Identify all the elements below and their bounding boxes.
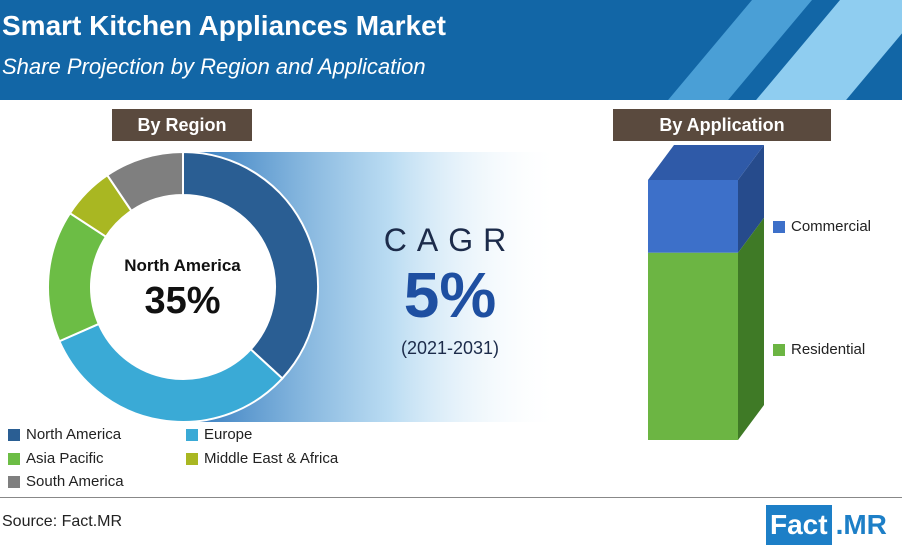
footer-divider [0, 497, 902, 498]
legend-swatch [186, 428, 198, 441]
chart-title: Smart Kitchen Appliances Market [2, 10, 446, 41]
legend-swatch [8, 452, 20, 465]
bar-top [648, 145, 764, 180]
tab-by-application: By Application [613, 109, 831, 141]
stacked-bar-chart [648, 145, 764, 440]
legend-label: Middle East & Africa [204, 450, 339, 467]
legend-item-north-america: North America [8, 426, 121, 443]
chart-canvas [47, 145, 764, 440]
bar-segment-commercial [648, 180, 738, 253]
legend-item-residential: Residential [773, 341, 865, 358]
cagr-label: CAGR [383, 222, 517, 258]
legend-label: South America [26, 473, 124, 490]
donut-slice-north-america [182, 150, 319, 380]
factmr-logo: Fact .MR [766, 505, 891, 545]
legend-item-commercial: Commercial [773, 218, 871, 235]
legend-swatch [773, 343, 785, 356]
logo-part: .MR [831, 505, 891, 545]
legend-label: North America [26, 426, 122, 443]
cagr-period: (2021-2031) [400, 338, 500, 358]
bar-side-commercial [738, 145, 764, 253]
header-banner: Smart Kitchen Appliances Market Share Pr… [0, 0, 902, 100]
cagr-value: 5% [403, 259, 497, 331]
donut-hole [91, 195, 275, 379]
legend-item-europe: Europe [186, 426, 252, 443]
source-note: Source: Fact.MR [2, 513, 123, 530]
legend-label: Europe [204, 426, 253, 443]
legend-item-asia-pacific: Asia Pacific [8, 450, 104, 467]
legend-label: Residential [791, 341, 866, 358]
legend-swatch [8, 428, 20, 441]
donut-center-value: 35% [144, 280, 221, 322]
donut-chart [47, 150, 319, 423]
legend-label: Commercial [791, 218, 872, 235]
legend-label: Asia Pacific [26, 450, 104, 467]
legend-item-middle-east-africa: Middle East & Africa [186, 450, 338, 467]
tab-by-region: By Region [112, 109, 252, 141]
bar-side-residential [738, 217, 764, 440]
legend-swatch [773, 220, 785, 233]
bar-segment-residential [648, 252, 738, 440]
logo-part: Fact [766, 505, 832, 545]
donut-center-label: North America [124, 256, 241, 275]
legend-swatch [186, 452, 198, 465]
legend-item-south-america: South America [8, 473, 124, 490]
legend-swatch [8, 475, 20, 488]
chart-subtitle: Share Projection by Region and Applicati… [2, 54, 426, 79]
